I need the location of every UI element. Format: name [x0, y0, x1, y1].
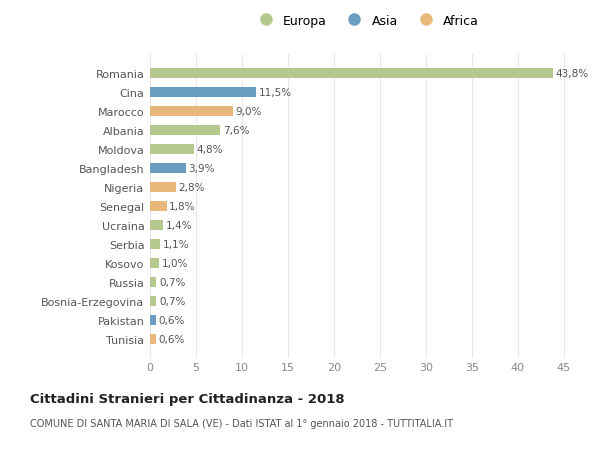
Text: 3,9%: 3,9% — [188, 164, 215, 174]
Bar — [150, 182, 176, 193]
Text: 0,6%: 0,6% — [158, 315, 185, 325]
Text: 9,0%: 9,0% — [235, 107, 262, 117]
Text: 0,6%: 0,6% — [158, 334, 185, 344]
Text: 1,0%: 1,0% — [162, 258, 188, 269]
Bar — [150, 258, 159, 269]
Bar — [150, 202, 167, 212]
Bar — [150, 163, 186, 174]
Text: 7,6%: 7,6% — [223, 126, 249, 136]
Bar — [150, 145, 194, 155]
Text: 1,1%: 1,1% — [163, 240, 190, 249]
Bar — [150, 69, 553, 79]
Text: 2,8%: 2,8% — [178, 183, 205, 193]
Text: COMUNE DI SANTA MARIA DI SALA (VE) - Dati ISTAT al 1° gennaio 2018 - TUTTITALIA.: COMUNE DI SANTA MARIA DI SALA (VE) - Dat… — [30, 418, 453, 428]
Text: 1,8%: 1,8% — [169, 202, 196, 212]
Bar — [150, 296, 157, 307]
Text: 1,4%: 1,4% — [166, 220, 192, 230]
Bar — [150, 239, 160, 250]
Text: 0,7%: 0,7% — [159, 277, 185, 287]
Text: 11,5%: 11,5% — [259, 88, 292, 98]
Legend: Europa, Asia, Africa: Europa, Asia, Africa — [248, 10, 484, 33]
Text: 43,8%: 43,8% — [556, 69, 589, 79]
Bar — [150, 88, 256, 98]
Text: 0,7%: 0,7% — [159, 296, 185, 306]
Bar — [150, 315, 155, 325]
Bar — [150, 220, 163, 231]
Bar — [150, 106, 233, 117]
Text: Cittadini Stranieri per Cittadinanza - 2018: Cittadini Stranieri per Cittadinanza - 2… — [30, 392, 344, 405]
Text: 4,8%: 4,8% — [197, 145, 223, 155]
Bar — [150, 334, 155, 344]
Bar — [150, 277, 157, 287]
Bar — [150, 126, 220, 136]
